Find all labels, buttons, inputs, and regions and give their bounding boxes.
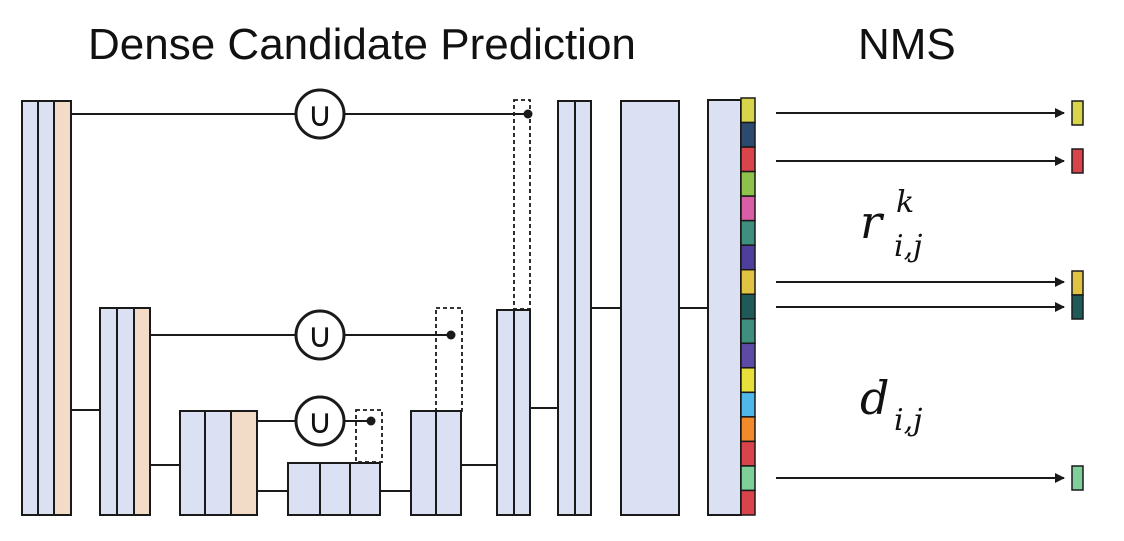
strip-segment <box>740 416 756 443</box>
decoder-block-3 <box>557 100 592 516</box>
strip-segment <box>740 440 756 467</box>
connector-lines <box>71 307 708 492</box>
strip-segment <box>740 121 756 148</box>
d-label-base: d <box>860 371 889 425</box>
strip-segment <box>740 367 756 394</box>
strip-segment <box>740 318 756 345</box>
encoder-block-3 <box>179 410 258 516</box>
strip-segment <box>740 170 756 197</box>
union-operator-icon <box>294 88 346 140</box>
strip-segment <box>740 97 756 124</box>
encoder-block-1 <box>21 100 72 516</box>
nms-output-box <box>1071 100 1084 126</box>
d-label: d i,j <box>860 371 922 438</box>
union-symbol-top: ∪ <box>308 95 333 135</box>
strip-segment <box>740 293 756 320</box>
prediction-head-block <box>620 100 680 516</box>
r-label: r k i,j <box>860 185 922 264</box>
nms-output-box <box>1071 294 1084 320</box>
strip-segment <box>740 342 756 369</box>
strip-segment <box>740 244 756 271</box>
nms-title: NMS <box>858 20 956 69</box>
union-operator-icon <box>294 395 346 447</box>
nms-output-box <box>1071 270 1084 296</box>
skip-connection-middle: ∪ <box>134 309 456 361</box>
nms-output-boxes <box>1071 100 1084 491</box>
strip-segment <box>740 268 756 295</box>
encoder-block-2 <box>99 307 151 516</box>
candidate-color-strip <box>740 97 756 516</box>
nms-output-box <box>1071 148 1084 174</box>
r-label-sub: i,j <box>894 229 922 264</box>
strip-segment <box>740 489 756 516</box>
dense-candidate-title: Dense Candidate Prediction <box>88 20 636 69</box>
strip-segment <box>740 146 756 173</box>
nms-arrows <box>776 108 1065 483</box>
candidate-output-block <box>707 97 756 516</box>
union-symbol-bottom: ∪ <box>308 402 333 442</box>
decoder-block-1 <box>410 410 462 516</box>
strip-segment <box>740 465 756 492</box>
skip-connection-top: ∪ <box>59 88 533 140</box>
bottleneck-block <box>287 462 381 516</box>
skip-connection-bottom: ∪ <box>235 395 376 447</box>
strip-segment <box>740 195 756 222</box>
nms-output-box <box>1071 465 1084 491</box>
strip-segment <box>740 391 756 418</box>
d-label-sub: i,j <box>894 403 922 438</box>
r-label-base: r <box>860 195 885 249</box>
union-symbol-middle: ∪ <box>308 316 333 356</box>
decoder-block-2 <box>496 309 531 516</box>
strip-segment <box>740 219 756 246</box>
union-operator-icon <box>294 309 346 361</box>
r-label-sup: k <box>896 185 914 220</box>
